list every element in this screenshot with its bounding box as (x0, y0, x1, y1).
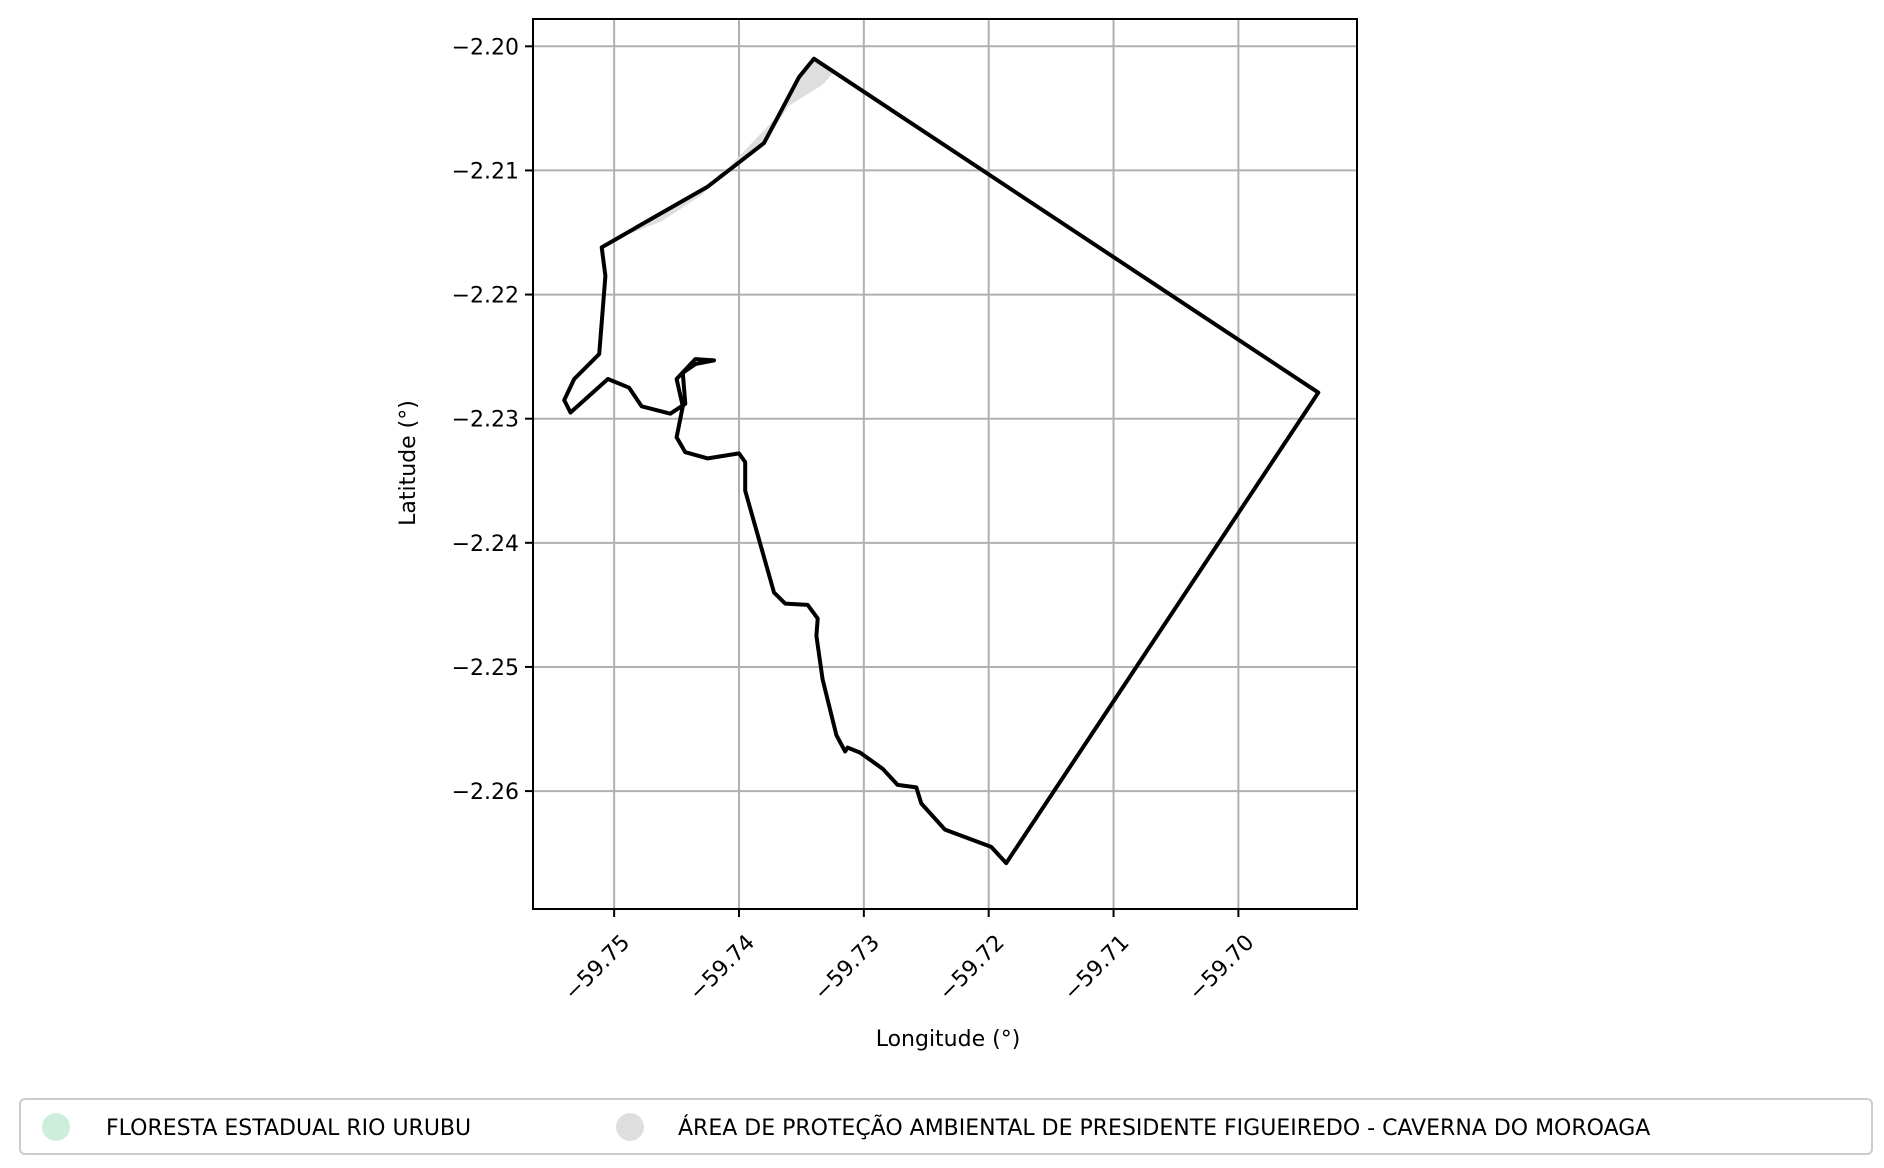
y-tick-label-6: −2.26 (452, 780, 519, 805)
legend: FLORESTA ESTADUAL RIO URUBU ÁREA DE PROTE… (20, 1099, 1872, 1154)
legend-item-floresta-label: FLORESTA ESTADUAL RIO URUBU (106, 1116, 471, 1141)
y-tick-label-2: −2.22 (452, 284, 519, 309)
y-tick-label-1: −2.21 (452, 159, 519, 184)
y-tick-label-0: −2.20 (452, 35, 519, 60)
legend-item-floresta-marker (42, 1113, 70, 1141)
legend-items: FLORESTA ESTADUAL RIO URUBU ÁREA DE PROTE… (42, 1113, 1650, 1141)
y-tick-label-4: −2.24 (452, 532, 519, 557)
x-axis-label: Longitude (°) (876, 1027, 1021, 1052)
legend-item-apa-label: ÁREA DE PROTEÇÃO AMBIENTAL DE PRESIDENTE… (678, 1114, 1650, 1141)
legend-item-apa-marker (616, 1113, 644, 1141)
y-axis-label: Latitude (°) (396, 400, 421, 526)
y-tick-label-3: −2.23 (452, 408, 519, 433)
y-tick-label-5: −2.25 (452, 656, 519, 681)
